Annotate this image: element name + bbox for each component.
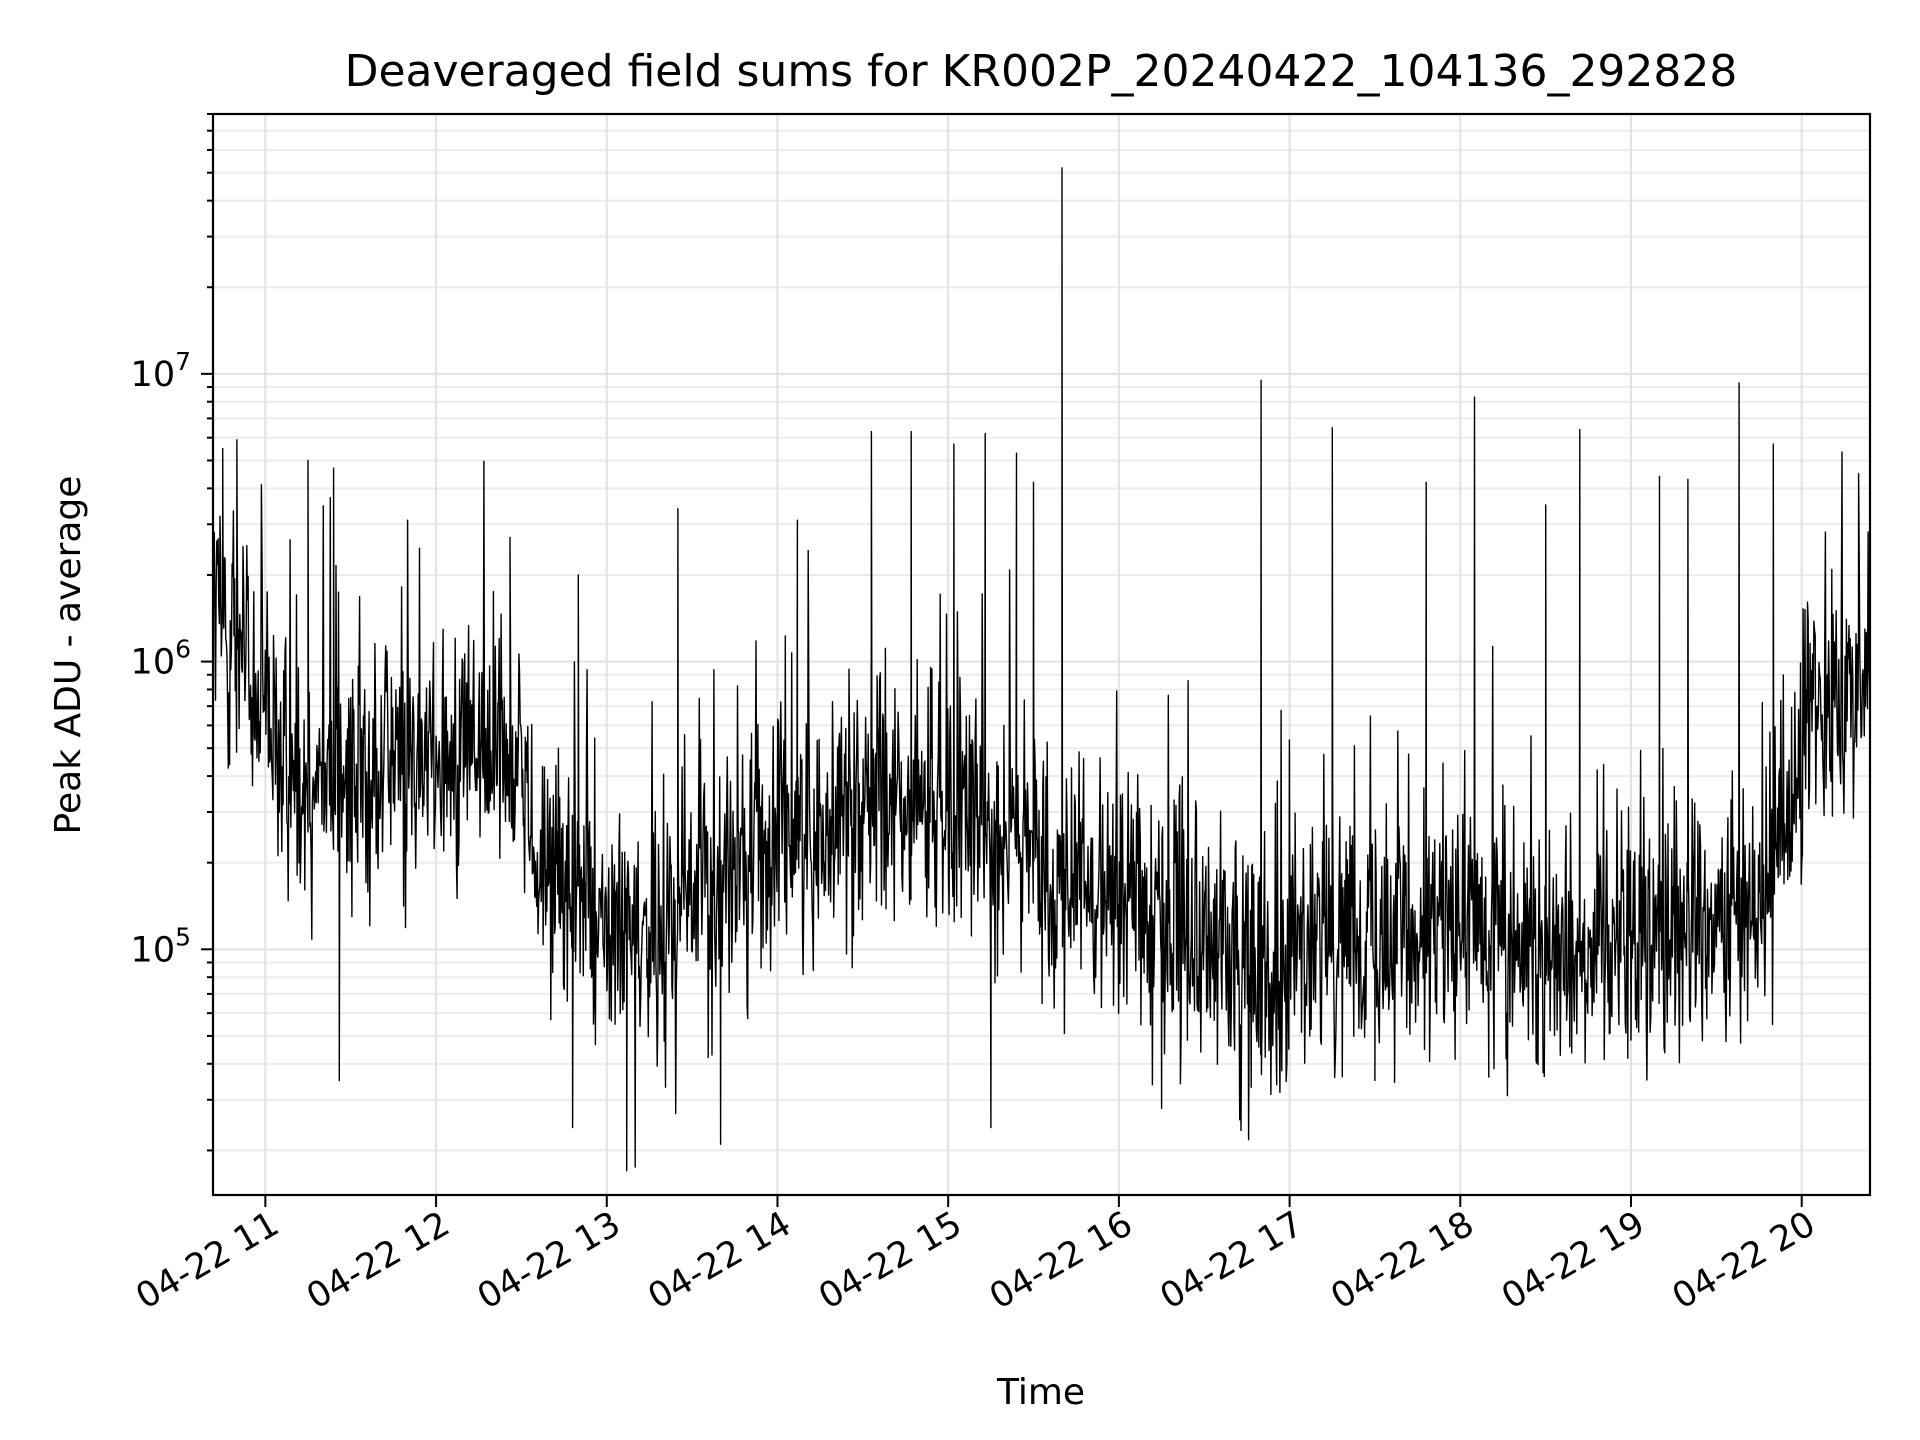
- y-axis-label: Peak ADU - average: [48, 476, 89, 835]
- chart-title: Deaveraged field sums for KR002P_2024042…: [345, 46, 1738, 97]
- y-tick-label: 106: [131, 635, 191, 683]
- y-tick-label: 107: [131, 347, 191, 395]
- y-tick-label: 105: [131, 922, 191, 970]
- y-axis: 105 106 107: [131, 113, 213, 1152]
- series: [212, 167, 1871, 1172]
- series-line: [212, 167, 1871, 1172]
- plot-frame: [211, 112, 1872, 1197]
- x-axis-label: Time: [996, 1372, 1085, 1413]
